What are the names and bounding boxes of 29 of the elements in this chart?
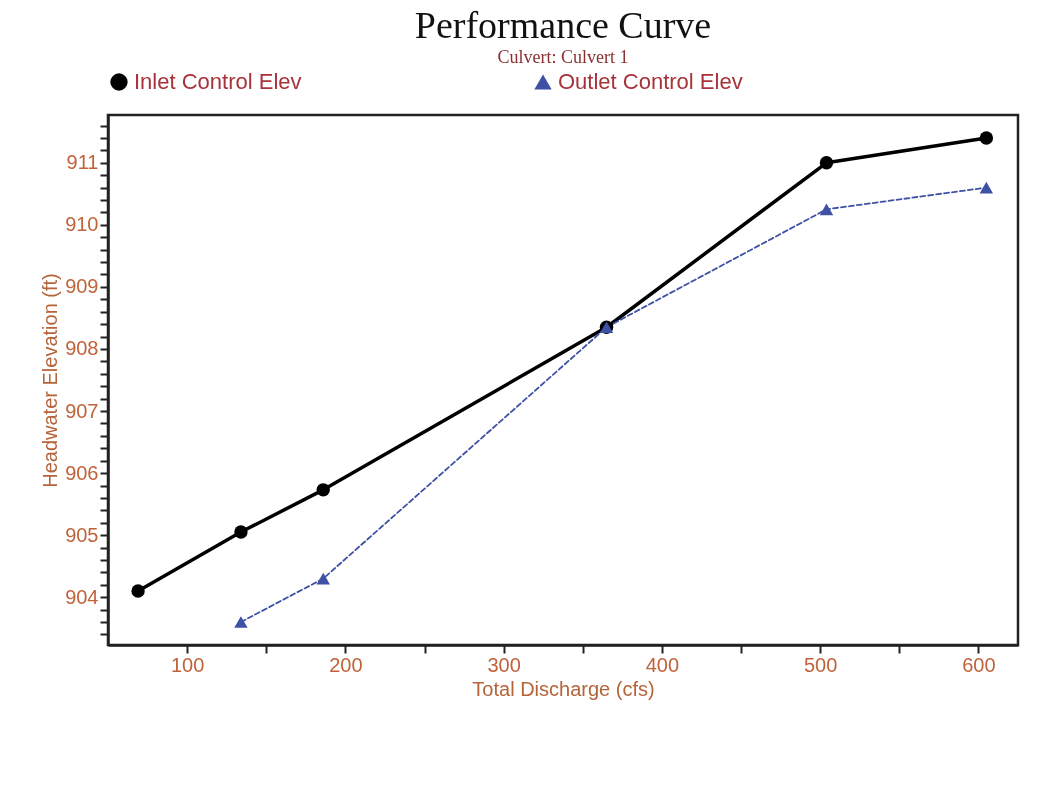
legend-label: Inlet Control Elev — [134, 69, 302, 94]
point — [316, 572, 330, 585]
point — [131, 584, 145, 598]
point — [234, 616, 248, 628]
chart-title: Performance Curve — [414, 4, 712, 46]
x-tick-label: 600 — [962, 653, 996, 676]
point — [979, 131, 994, 145]
x-axis-title: Total Discharge (cfs) — [472, 677, 655, 700]
y-tick-label: 909 — [65, 275, 99, 298]
point — [979, 181, 994, 194]
x-tick-label: 400 — [645, 653, 680, 676]
y-tick-label: 907 — [65, 399, 99, 422]
x-tick-label: 300 — [487, 653, 521, 676]
y-tick-label: 904 — [65, 585, 99, 608]
x-tick-label: 200 — [329, 653, 363, 676]
chart-subtitle: Culvert: Culvert 1 — [497, 47, 629, 67]
y-axis-title: Headwater Elevation (ft) — [39, 273, 62, 488]
y-tick-label: 908 — [65, 337, 99, 360]
y-tick-label: 906 — [65, 461, 99, 484]
point — [819, 203, 834, 216]
y-tick-label: 905 — [65, 523, 99, 546]
x-tick-label: 500 — [803, 653, 838, 676]
point — [819, 156, 834, 170]
y-tick-label: 910 — [65, 213, 99, 236]
y-tick-label: 911 — [66, 151, 99, 174]
point — [234, 525, 248, 539]
point — [316, 483, 330, 497]
x-tick-label: 100 — [170, 653, 205, 676]
legend-label: Outlet Control Elev — [558, 69, 743, 94]
